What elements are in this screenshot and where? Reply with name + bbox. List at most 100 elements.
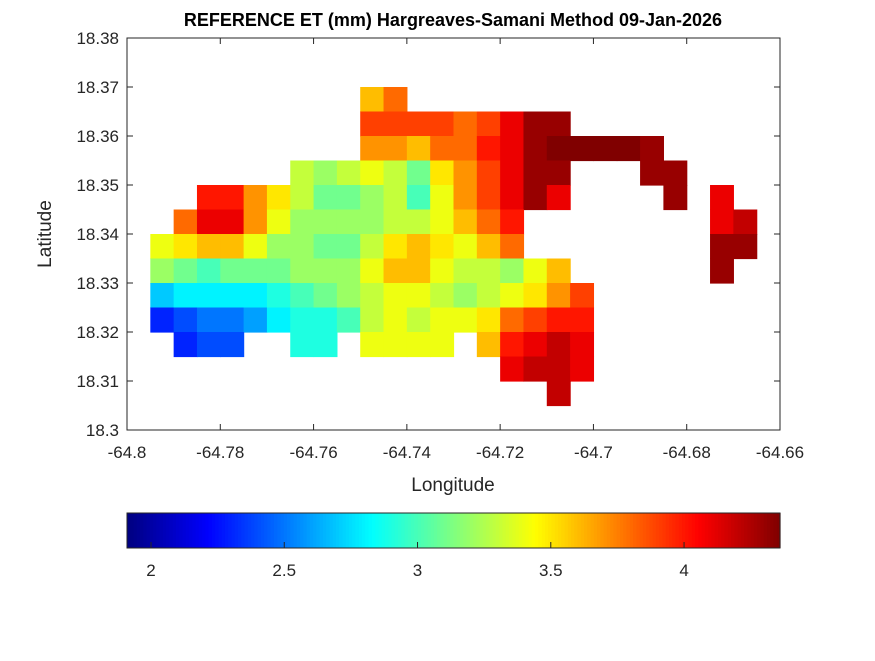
contour-cell bbox=[360, 332, 385, 358]
contour-cell bbox=[383, 283, 408, 309]
colorbar-segment bbox=[587, 513, 592, 548]
contour-cell bbox=[290, 258, 315, 284]
colorbar-segment bbox=[701, 513, 706, 548]
contour-cell bbox=[453, 209, 478, 235]
colorbar-segment bbox=[355, 513, 360, 548]
chart-title: REFERENCE ET (mm) Hargreaves-Samani Meth… bbox=[184, 10, 722, 30]
contour-cell bbox=[336, 160, 361, 186]
contour-cell bbox=[523, 283, 548, 309]
colorbar-segment bbox=[378, 513, 383, 548]
contour-cell bbox=[383, 234, 408, 260]
contour-cell bbox=[290, 209, 315, 235]
axes: -64.8 -64.78 -64.76 -64.74 -64.72 -64.7 -64.68… bbox=[76, 29, 804, 462]
contour-cell bbox=[360, 185, 385, 211]
colorbar-segment bbox=[238, 513, 242, 548]
colorbar-segment bbox=[283, 513, 288, 548]
contour-cell bbox=[430, 283, 455, 309]
colorbar-segment bbox=[244, 513, 249, 548]
colorbar-segment bbox=[655, 513, 660, 548]
contour-cell bbox=[500, 258, 525, 284]
colorbar-segment bbox=[708, 513, 713, 548]
contour-cell bbox=[383, 185, 408, 211]
contour-cell bbox=[220, 332, 245, 358]
contour-cell bbox=[290, 307, 315, 333]
x-axis-label: Longitude bbox=[411, 475, 494, 496]
colorbar-segment bbox=[456, 513, 461, 548]
contour-cell bbox=[663, 185, 688, 211]
colorbar-segment bbox=[492, 513, 497, 548]
contour-cell bbox=[360, 283, 385, 309]
contour-cell bbox=[150, 258, 175, 284]
contour-cell bbox=[313, 234, 338, 260]
y-tick-label: 18.32 bbox=[76, 323, 119, 342]
contour-cell bbox=[453, 258, 478, 284]
contour-cell bbox=[430, 332, 455, 358]
colorbar-segment bbox=[322, 513, 327, 548]
contour-cell bbox=[570, 136, 595, 162]
colorbar-segment bbox=[502, 513, 507, 548]
contour-cell bbox=[336, 307, 361, 333]
colorbar-segment bbox=[218, 513, 223, 548]
colorbar-segment bbox=[156, 513, 161, 548]
contour-cell bbox=[173, 332, 198, 358]
colorbar-segment bbox=[473, 513, 477, 548]
contour-cell bbox=[500, 111, 525, 137]
contour-cell bbox=[243, 185, 268, 211]
y-tick-label: 18.33 bbox=[76, 274, 119, 293]
contour-cell bbox=[453, 160, 478, 186]
colorbar-segment bbox=[727, 513, 732, 548]
contour-cell bbox=[336, 209, 361, 235]
colorbar-segment bbox=[446, 513, 451, 548]
contour-cell bbox=[710, 209, 734, 235]
colorbar-segment bbox=[280, 513, 285, 548]
contour-cell bbox=[733, 234, 758, 260]
colorbar-segment bbox=[731, 513, 735, 548]
contour-cell bbox=[360, 234, 385, 260]
x-tick-label: -64.72 bbox=[476, 443, 524, 462]
contour-cell bbox=[313, 332, 338, 358]
colorbar-segment bbox=[430, 513, 435, 548]
contour-cell bbox=[243, 234, 268, 260]
contour-cell bbox=[243, 258, 268, 284]
contour-cell bbox=[360, 87, 385, 113]
colorbar-segment bbox=[766, 513, 771, 548]
contour-cell bbox=[476, 283, 501, 309]
colorbar-segment bbox=[721, 513, 726, 548]
contour-cell bbox=[406, 234, 431, 260]
contour-cell bbox=[290, 332, 315, 358]
colorbar-segment bbox=[417, 513, 422, 548]
contour-cell bbox=[570, 332, 595, 358]
colorbar-segment bbox=[675, 513, 680, 548]
colorbar-segment bbox=[580, 513, 585, 548]
y-tick-label: 18.3 bbox=[86, 421, 119, 440]
colorbar-segment bbox=[495, 513, 500, 548]
contour-cell bbox=[430, 234, 455, 260]
colorbar-segment bbox=[166, 513, 171, 548]
colorbar-segment bbox=[313, 513, 317, 548]
contour-cell bbox=[336, 234, 361, 260]
contour-cell bbox=[383, 136, 408, 162]
colorbar-segment bbox=[695, 513, 699, 548]
colorbar-segment bbox=[335, 513, 340, 548]
colorbar-segment bbox=[293, 513, 298, 548]
x-tick-label: -64.68 bbox=[663, 443, 711, 462]
contour-cell bbox=[453, 234, 478, 260]
colorbar-segment bbox=[460, 513, 464, 548]
contour-cell bbox=[290, 160, 315, 186]
colorbar-segment bbox=[646, 513, 650, 548]
colorbar-segment bbox=[267, 513, 272, 548]
x-tick-label: -64.8 bbox=[108, 443, 147, 462]
contour-cell bbox=[313, 307, 338, 333]
colorbar-segment bbox=[296, 513, 301, 548]
contour-cell bbox=[523, 356, 548, 382]
contour-cell bbox=[593, 136, 618, 162]
contour-cell bbox=[360, 258, 385, 284]
colorbar-segment bbox=[159, 513, 164, 548]
y-tick-label: 18.36 bbox=[76, 127, 119, 146]
contour-cell bbox=[546, 136, 571, 162]
contour-cell bbox=[476, 185, 501, 211]
colorbar-segment bbox=[469, 513, 474, 548]
contour-cell bbox=[476, 332, 501, 358]
contour-cell bbox=[243, 209, 268, 235]
colorbar-segment bbox=[688, 513, 693, 548]
